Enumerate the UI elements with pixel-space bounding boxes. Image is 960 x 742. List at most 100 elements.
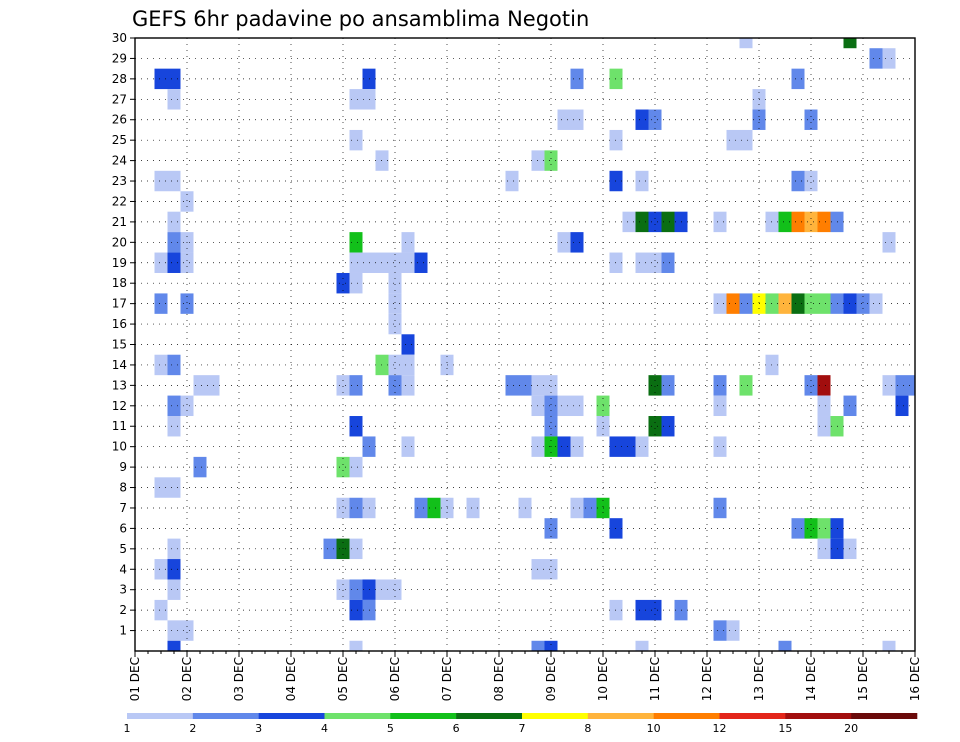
precip-cell [427, 497, 441, 519]
precip-cell [167, 395, 181, 417]
y-tick-label: 16 [112, 317, 127, 331]
precip-cell [570, 497, 584, 519]
precip-cell [544, 559, 558, 580]
precip-cell [570, 109, 584, 130]
precip-cell [869, 293, 883, 314]
colorbar-swatch [522, 713, 589, 719]
precip-cell [349, 272, 363, 294]
precip-cell [401, 334, 415, 355]
y-axis: 1234567891011121314151617181920212223242… [112, 31, 135, 638]
precip-cell [635, 640, 649, 651]
y-tick-label: 5 [119, 542, 127, 556]
precip-cell [544, 395, 558, 417]
precip-cell [154, 559, 168, 580]
colorbar-swatch [324, 713, 391, 719]
x-tick-label: 02 DEC [180, 657, 194, 701]
precip-cell [349, 252, 363, 273]
grid-lines [135, 38, 915, 651]
precip-cell [817, 538, 831, 560]
colorbar-swatch [258, 713, 325, 719]
precip-cell [349, 538, 363, 560]
precip-cell [531, 640, 545, 651]
colorbar-label: 8 [584, 722, 591, 735]
precip-cell [791, 293, 805, 314]
precip-cell [622, 436, 636, 457]
precip-cell [817, 518, 831, 539]
precip-cell [635, 436, 649, 457]
precip-cell [544, 150, 558, 171]
precip-cell [154, 599, 168, 621]
precip-cell [713, 620, 727, 641]
precip-cell [648, 375, 662, 396]
precip-cell [544, 640, 558, 651]
x-tick-label: 03 DEC [232, 657, 246, 701]
y-tick-label: 1 [119, 624, 127, 638]
precip-cell [388, 579, 402, 600]
precip-cell [817, 416, 831, 437]
precip-cell [804, 211, 818, 233]
precip-cell [791, 68, 805, 90]
precip-cell [778, 293, 792, 314]
y-tick-label: 30 [112, 31, 127, 45]
x-tick-label: 10 DEC [596, 657, 610, 701]
precip-cell [648, 211, 662, 233]
precip-cell [180, 252, 194, 273]
colorbar-swatch [719, 713, 786, 719]
precip-cell [167, 620, 181, 641]
precip-cell [401, 252, 415, 273]
precip-cell [648, 252, 662, 273]
precip-cell [180, 620, 194, 641]
x-axis: 01 DEC 02 DEC 03 DEC 04 DEC 05 DEC 06 DEC 07 D… [128, 651, 922, 701]
precip-cell [778, 640, 792, 651]
precip-cell [388, 313, 402, 335]
heatmap-cells [154, 38, 915, 651]
colorbar: 1 2 3 4 5 6 7 8 10 12 15 20 [124, 713, 918, 735]
precip-cell [167, 89, 181, 110]
precip-cell [167, 354, 181, 376]
y-tick-label: 23 [112, 174, 127, 188]
precip-cell [661, 211, 675, 233]
y-tick-label: 4 [119, 562, 127, 576]
precip-cell [336, 456, 350, 478]
chart-title: GEFS 6hr padavine po ansamblima Negotin [132, 7, 589, 31]
colorbar-label: 3 [255, 722, 262, 735]
precip-cell [401, 436, 415, 457]
precip-cell [154, 293, 168, 314]
precip-cell [817, 211, 831, 233]
precip-cell [167, 211, 181, 233]
y-tick-label: 14 [112, 358, 127, 372]
precip-cell [713, 375, 727, 396]
colorbar-label: 10 [647, 722, 661, 735]
precip-cell [388, 252, 402, 273]
y-tick-label: 18 [112, 276, 127, 290]
precip-cell [505, 375, 519, 396]
precip-cell [167, 68, 181, 90]
precip-cell [349, 456, 363, 478]
precip-cell [349, 375, 363, 396]
precip-cell [570, 395, 584, 417]
precip-cell [388, 354, 402, 376]
precip-cell [817, 375, 831, 396]
x-tick-label: 13 DEC [752, 657, 766, 701]
colorbar-label: 5 [387, 722, 394, 735]
colorbar-label: 2 [189, 722, 196, 735]
precip-cell [739, 375, 753, 396]
precip-cell [180, 293, 194, 314]
y-tick-label: 12 [112, 399, 127, 413]
colorbar-swatch [653, 713, 720, 719]
y-tick-label: 6 [119, 521, 127, 535]
precip-cell [882, 48, 896, 69]
y-tick-label: 20 [112, 235, 127, 249]
colorbar-label: 4 [321, 722, 328, 735]
precip-cell [180, 191, 194, 212]
y-tick-label: 19 [112, 256, 127, 270]
precip-cell [349, 497, 363, 519]
precip-cell [661, 252, 675, 273]
colorbar-swatch [192, 713, 259, 719]
precip-cell [895, 395, 909, 417]
precip-cell [349, 232, 363, 253]
precip-cell [791, 170, 805, 192]
precip-cell [167, 252, 181, 273]
precip-cell [726, 620, 740, 641]
colorbar-swatch [390, 713, 457, 719]
